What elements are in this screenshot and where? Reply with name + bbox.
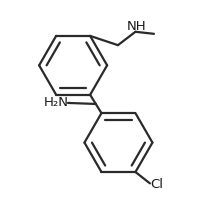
Text: H₂N: H₂N (44, 96, 69, 110)
Text: Cl: Cl (151, 178, 164, 191)
Text: NH: NH (127, 20, 146, 33)
